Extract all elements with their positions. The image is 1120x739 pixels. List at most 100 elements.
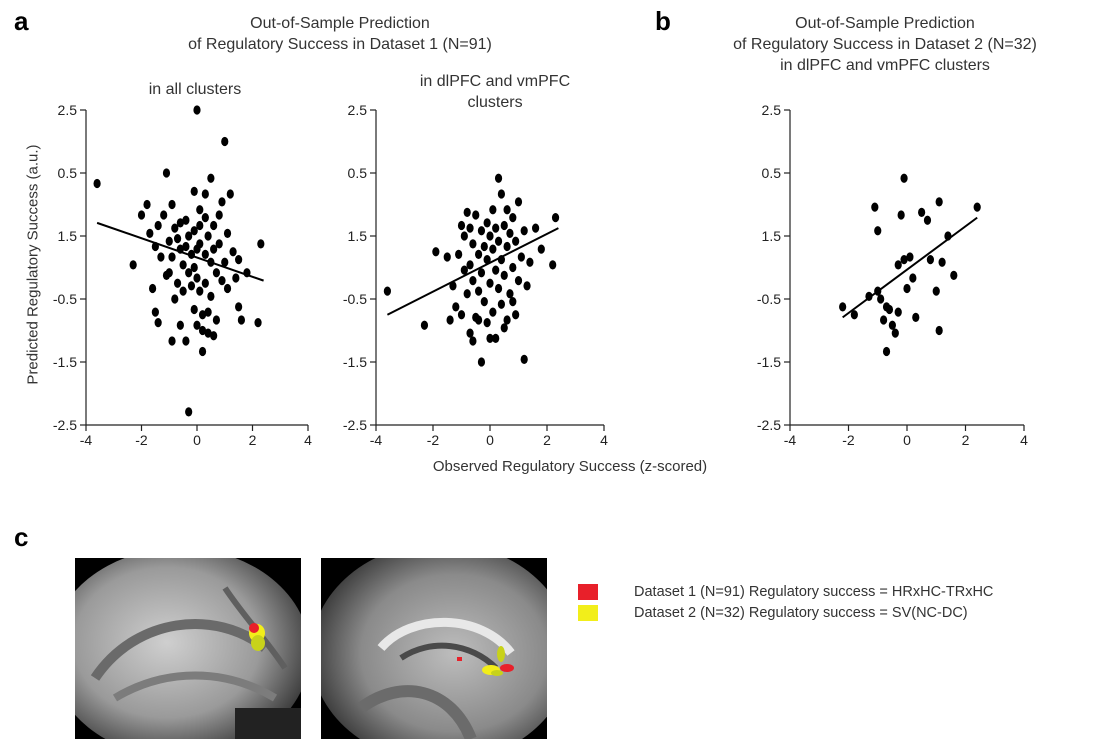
panel-letter-a: a [14,6,29,36]
panel-a-title-line2: of Regulatory Success in Dataset 1 (N=91… [188,36,492,53]
data-point-0-63 [218,276,226,286]
data-point-1-6 [455,249,463,259]
data-point-2-30 [950,270,958,280]
data-point-1-66 [469,336,477,346]
data-point-1-45 [500,270,508,280]
data-point-2-10 [885,304,894,315]
data-point-1-38 [494,173,503,183]
y-tick-label-0-0: 2.5 [58,102,78,118]
data-point-1-57 [517,252,525,262]
legend-row-dataset2: Dataset 2 (N=32) Regulatory success = SV… [578,605,968,621]
data-point-2-15 [897,210,905,220]
data-point-0-29 [185,268,193,278]
data-point-2-20 [909,273,917,283]
legend-swatch-dataset1 [578,584,598,600]
data-point-2-7 [880,315,888,325]
legend-label-dataset2: Dataset 2 (N=32) Regulatory success = SV… [634,605,968,621]
data-point-1-22 [477,226,486,236]
x-tick-label-0-1: -2 [135,432,148,448]
data-point-0-25 [182,215,190,225]
data-point-1-43 [497,299,505,309]
data-point-0-44 [196,286,204,296]
data-point-2-19 [906,252,914,262]
data-point-0-71 [235,255,243,265]
data-point-1-12 [463,289,471,299]
y-tick-label-2-1: 0.5 [762,165,782,181]
data-point-0-32 [187,281,196,291]
data-point-2-27 [935,325,943,336]
data-point-2-25 [932,286,940,296]
data-point-0-13 [165,268,173,278]
data-point-0-39 [193,273,201,283]
x-tick-label-2-0: -4 [784,432,797,448]
data-point-0-61 [215,239,223,249]
legend-label-dataset1: Dataset 1 (N=91) Regulatory success = HR… [634,584,994,600]
data-point-0-81 [210,331,218,341]
data-point-0-17 [171,294,179,304]
x-tick-label-0-0: -4 [80,432,93,448]
y-tick-label-2-2: 1.5 [762,228,782,244]
x-tick-label-1-0: -4 [370,432,383,448]
data-point-1-9 [460,231,468,241]
data-point-1-3 [443,252,451,262]
data-point-2-0 [839,302,847,312]
y-tick-label-2-4: -1.5 [757,354,781,370]
data-point-0-73 [237,315,245,325]
data-point-0-34 [190,226,198,236]
legend-row-dataset1: Dataset 1 (N=91) Regulatory success = HR… [578,584,993,600]
data-point-1-40 [494,283,503,294]
y-tick-label-1-4: -1.5 [343,354,367,370]
data-point-0-56 [210,220,218,231]
data-point-1-39 [494,236,503,246]
data-point-0-40 [193,320,201,330]
x-tick-label-0-3: 2 [249,432,257,448]
data-point-0-46 [198,325,207,336]
data-point-0-68 [226,189,234,199]
data-point-2-6 [877,294,885,304]
y-tick-label-2-5: -2.5 [757,417,781,433]
y-tick-label-0-2: 1.5 [58,228,78,244]
data-point-0-75 [254,318,262,328]
data-point-1-65 [551,213,560,223]
data-point-1-30 [486,231,494,241]
panel-a-subtitle-left: in all clusters [148,81,242,98]
data-point-1-10 [460,265,468,275]
data-point-0-50 [201,278,209,288]
data-point-2-16 [900,173,908,183]
data-point-1-69 [446,315,454,325]
data-point-1-62 [532,223,540,233]
panel-letter-b: b [655,6,671,36]
x-tick-label-2-1: -2 [842,432,855,448]
panel-letter-c: c [14,522,29,552]
data-point-0-30 [185,407,193,417]
data-point-1-29 [483,318,491,328]
data-point-0-47 [201,189,209,199]
data-point-0-67 [223,283,232,294]
data-point-0-18 [173,234,182,244]
data-point-1-25 [480,241,488,252]
y-tick-label-1-3: -0.5 [343,291,367,307]
data-point-1-68 [500,323,508,333]
x-tick-label-0-2: 0 [193,432,201,448]
data-point-0-19 [173,278,182,288]
data-point-0-52 [204,307,212,317]
x-tick-label-1-4: 4 [600,432,608,448]
y-tick-label-1-1: 0.5 [348,165,368,181]
data-point-1-50 [506,289,514,299]
data-point-0-20 [176,218,184,228]
panel-a-subtitle-right-line1: in dlPFC and vmPFC [419,73,571,90]
data-point-0-43 [196,239,204,249]
data-point-1-8 [457,310,466,320]
data-point-1-16 [469,239,477,249]
data-point-0-70 [232,273,240,283]
y-tick-label-1-2: 1.5 [348,228,368,244]
data-point-0-62 [218,197,226,207]
data-point-2-13 [894,260,902,270]
data-point-0-80 [198,346,207,357]
data-point-1-44 [500,220,508,231]
data-point-1-17 [469,276,477,286]
data-point-0-55 [207,291,215,301]
data-point-0-79 [204,328,212,338]
data-point-0-64 [221,136,229,147]
data-point-0-36 [190,304,198,315]
